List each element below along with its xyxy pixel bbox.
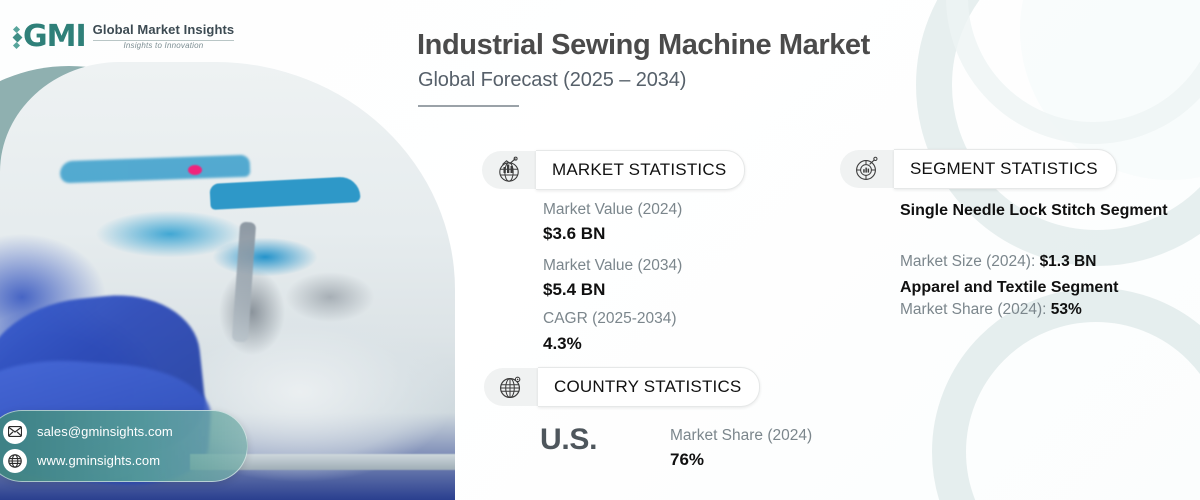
country-statistics-label: COUNTRY STATISTICS	[538, 367, 761, 407]
donut-chart-icon	[840, 150, 894, 188]
segment-one-name: Single Needle Lock Stitch Segment	[900, 202, 1168, 219]
title-divider	[418, 105, 519, 107]
contact-email-text: sales@gminsights.com	[37, 424, 173, 439]
contact-badge: sales@gminsights.com www.gminsights.com	[0, 410, 248, 482]
logo-tagline: Insights to Innovation	[123, 40, 204, 50]
decor-ring-bottom-right	[932, 288, 1200, 500]
market-statistics-header: MARKET STATISTICS	[482, 150, 746, 190]
segment-two-metric-value: 53%	[1050, 301, 1082, 318]
cagr-value: 4.3%	[543, 334, 582, 353]
segment-one-metric: Market Size (2024): $1.3 BN	[900, 253, 1096, 271]
page-subtitle: Global Forecast (2025 – 2034)	[418, 69, 687, 91]
market-value-2024-value: $3.6 BN	[543, 224, 606, 243]
cagr-label: CAGR (2025-2034)	[543, 310, 677, 327]
segment-one-metric-value: $1.3 BN	[1039, 253, 1097, 270]
contact-website-row[interactable]: www.gminsights.com	[3, 448, 247, 473]
segment-two-metric-label: Market Share (2024):	[900, 301, 1051, 318]
country-market-share-label: Market Share (2024)	[670, 427, 813, 444]
globe-bar-chart-icon	[482, 151, 536, 189]
logo-company-name: Global Market Insights	[92, 22, 235, 38]
photo-machine-arm-front	[209, 176, 361, 210]
photo-indicator-dot	[188, 165, 202, 175]
market-value-2034-value: $5.4 BN	[543, 280, 606, 299]
segment-statistics-header: SEGMENT STATISTICS	[840, 149, 1117, 189]
logo-divider	[92, 39, 235, 41]
segment-two-metric: Market Share (2024): 53%	[900, 301, 1082, 319]
hero-image-area: sales@gminsights.com www.gminsights.com	[0, 0, 462, 500]
photo-machine-arm-back	[59, 154, 251, 184]
photo-needle-assembly	[231, 221, 257, 343]
country-name: U.S.	[540, 423, 598, 456]
market-value-2034-label: Market Value (2034)	[543, 257, 683, 274]
contact-email-row[interactable]: sales@gminsights.com	[3, 419, 247, 444]
segment-two-name: Apparel and Textile Segment	[900, 279, 1119, 296]
market-value-2024-label: Market Value (2024)	[543, 201, 683, 218]
contact-website-text: www.gminsights.com	[37, 453, 161, 468]
page-title: Industrial Sewing Machine Market	[417, 29, 870, 61]
envelope-icon	[3, 419, 27, 444]
globe-pin-icon	[484, 368, 538, 406]
segment-statistics-label: SEGMENT STATISTICS	[894, 149, 1117, 189]
logo-wordmark: Global Market Insights Insights to Innov…	[92, 22, 235, 50]
logo-diamond-icon	[12, 25, 23, 49]
gmi-logo[interactable]: GMI Global Market Insights Insights to I…	[12, 19, 235, 54]
segment-one-metric-label: Market Size (2024):	[900, 253, 1040, 270]
globe-icon	[3, 448, 27, 473]
country-market-share-value: 76%	[670, 450, 705, 469]
photo-table-edge	[190, 454, 455, 470]
country-statistics-header: COUNTRY STATISTICS	[484, 367, 761, 407]
logo-gmi-text: GMI	[23, 19, 87, 54]
logo-mark: GMI	[12, 19, 87, 54]
market-statistics-label: MARKET STATISTICS	[536, 150, 746, 190]
